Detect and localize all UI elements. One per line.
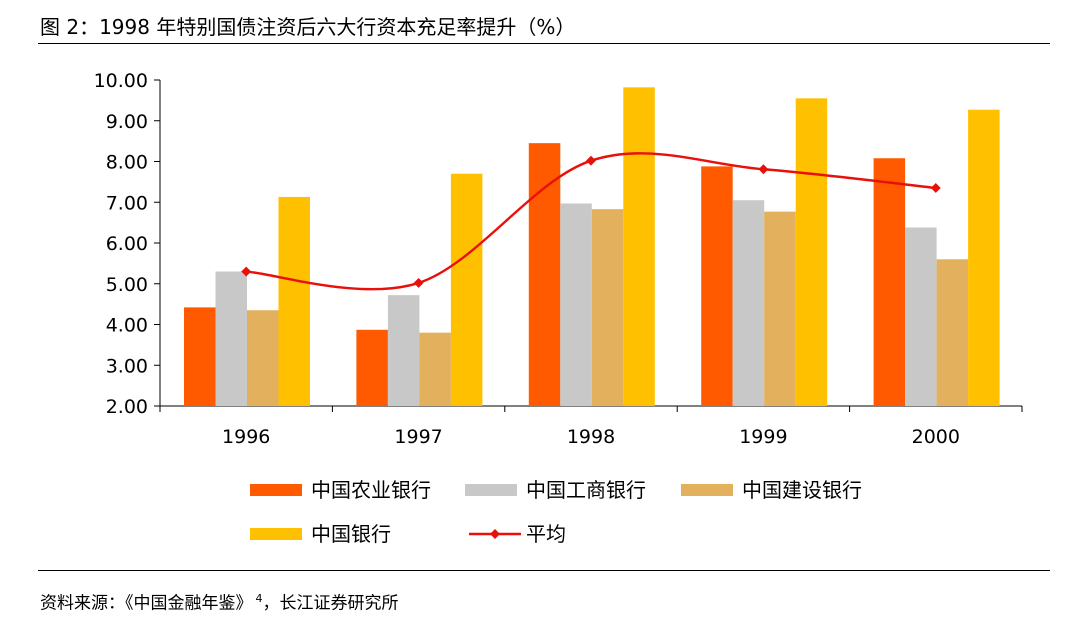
x-tick-label: 2000 [912, 426, 960, 448]
legend-swatch [250, 484, 302, 496]
source-text: 资料来源：《中国金融年鉴》 [40, 593, 253, 614]
y-tick-label: 10.00 [94, 70, 148, 92]
bar [591, 209, 624, 406]
source-note: 资料来源：《中国金融年鉴》 4，长江证券研究所 [40, 587, 399, 616]
bar [528, 143, 561, 406]
bar [215, 271, 247, 406]
x-tick-label: 1997 [394, 426, 442, 448]
legend-label: 中国建设银行 [742, 478, 862, 502]
bar [905, 227, 937, 406]
legend-swatch [681, 484, 733, 496]
bar [278, 196, 310, 406]
average-point [758, 164, 769, 175]
bar [184, 307, 216, 406]
average-point [930, 183, 941, 193]
y-tick-label: 3.00 [106, 355, 148, 377]
bar [764, 211, 796, 406]
y-tick-label: 2.00 [106, 396, 148, 418]
source-footnote-marker: 4 [255, 592, 263, 605]
bar [387, 295, 420, 406]
x-tick-label: 1996 [222, 426, 270, 448]
bar [623, 87, 655, 407]
bar [356, 329, 388, 406]
bar [795, 98, 828, 407]
bar [936, 259, 969, 406]
title-divider [38, 43, 1050, 44]
x-tick-label: 1998 [567, 426, 615, 448]
legend-label: 中国工商银行 [526, 478, 646, 502]
y-tick-label: 7.00 [106, 192, 148, 214]
bar [873, 158, 906, 406]
average-point [413, 277, 424, 288]
bar [419, 332, 451, 406]
chart-title: 图 2：1998 年特别国债注资后六大行资本充足率提升（%） [40, 15, 576, 39]
y-tick-label: 9.00 [106, 111, 148, 133]
average-point [586, 155, 596, 166]
legend-marker [490, 529, 500, 539]
y-tick-label: 4.00 [106, 315, 148, 337]
bar [732, 200, 765, 406]
x-tick-label: 1999 [739, 426, 787, 448]
source-tail: ，长江证券研究所 [262, 593, 399, 614]
bar [701, 166, 733, 406]
y-tick-label: 8.00 [106, 152, 148, 174]
average-point [241, 266, 252, 277]
bar [450, 173, 483, 406]
chart-bars [184, 87, 1000, 407]
legend-label: 平均 [526, 522, 566, 546]
chart-average-line [241, 152, 941, 291]
legend-label: 中国农业银行 [311, 478, 431, 502]
y-tick-label: 6.00 [106, 233, 148, 255]
bar [560, 203, 592, 406]
legend-swatch [465, 484, 517, 496]
legend-swatch [250, 528, 302, 540]
source-divider [38, 570, 1050, 571]
y-tick-label: 5.00 [106, 274, 148, 296]
legend-label: 中国银行 [311, 522, 391, 546]
bar [247, 310, 279, 406]
bar [968, 109, 1000, 406]
